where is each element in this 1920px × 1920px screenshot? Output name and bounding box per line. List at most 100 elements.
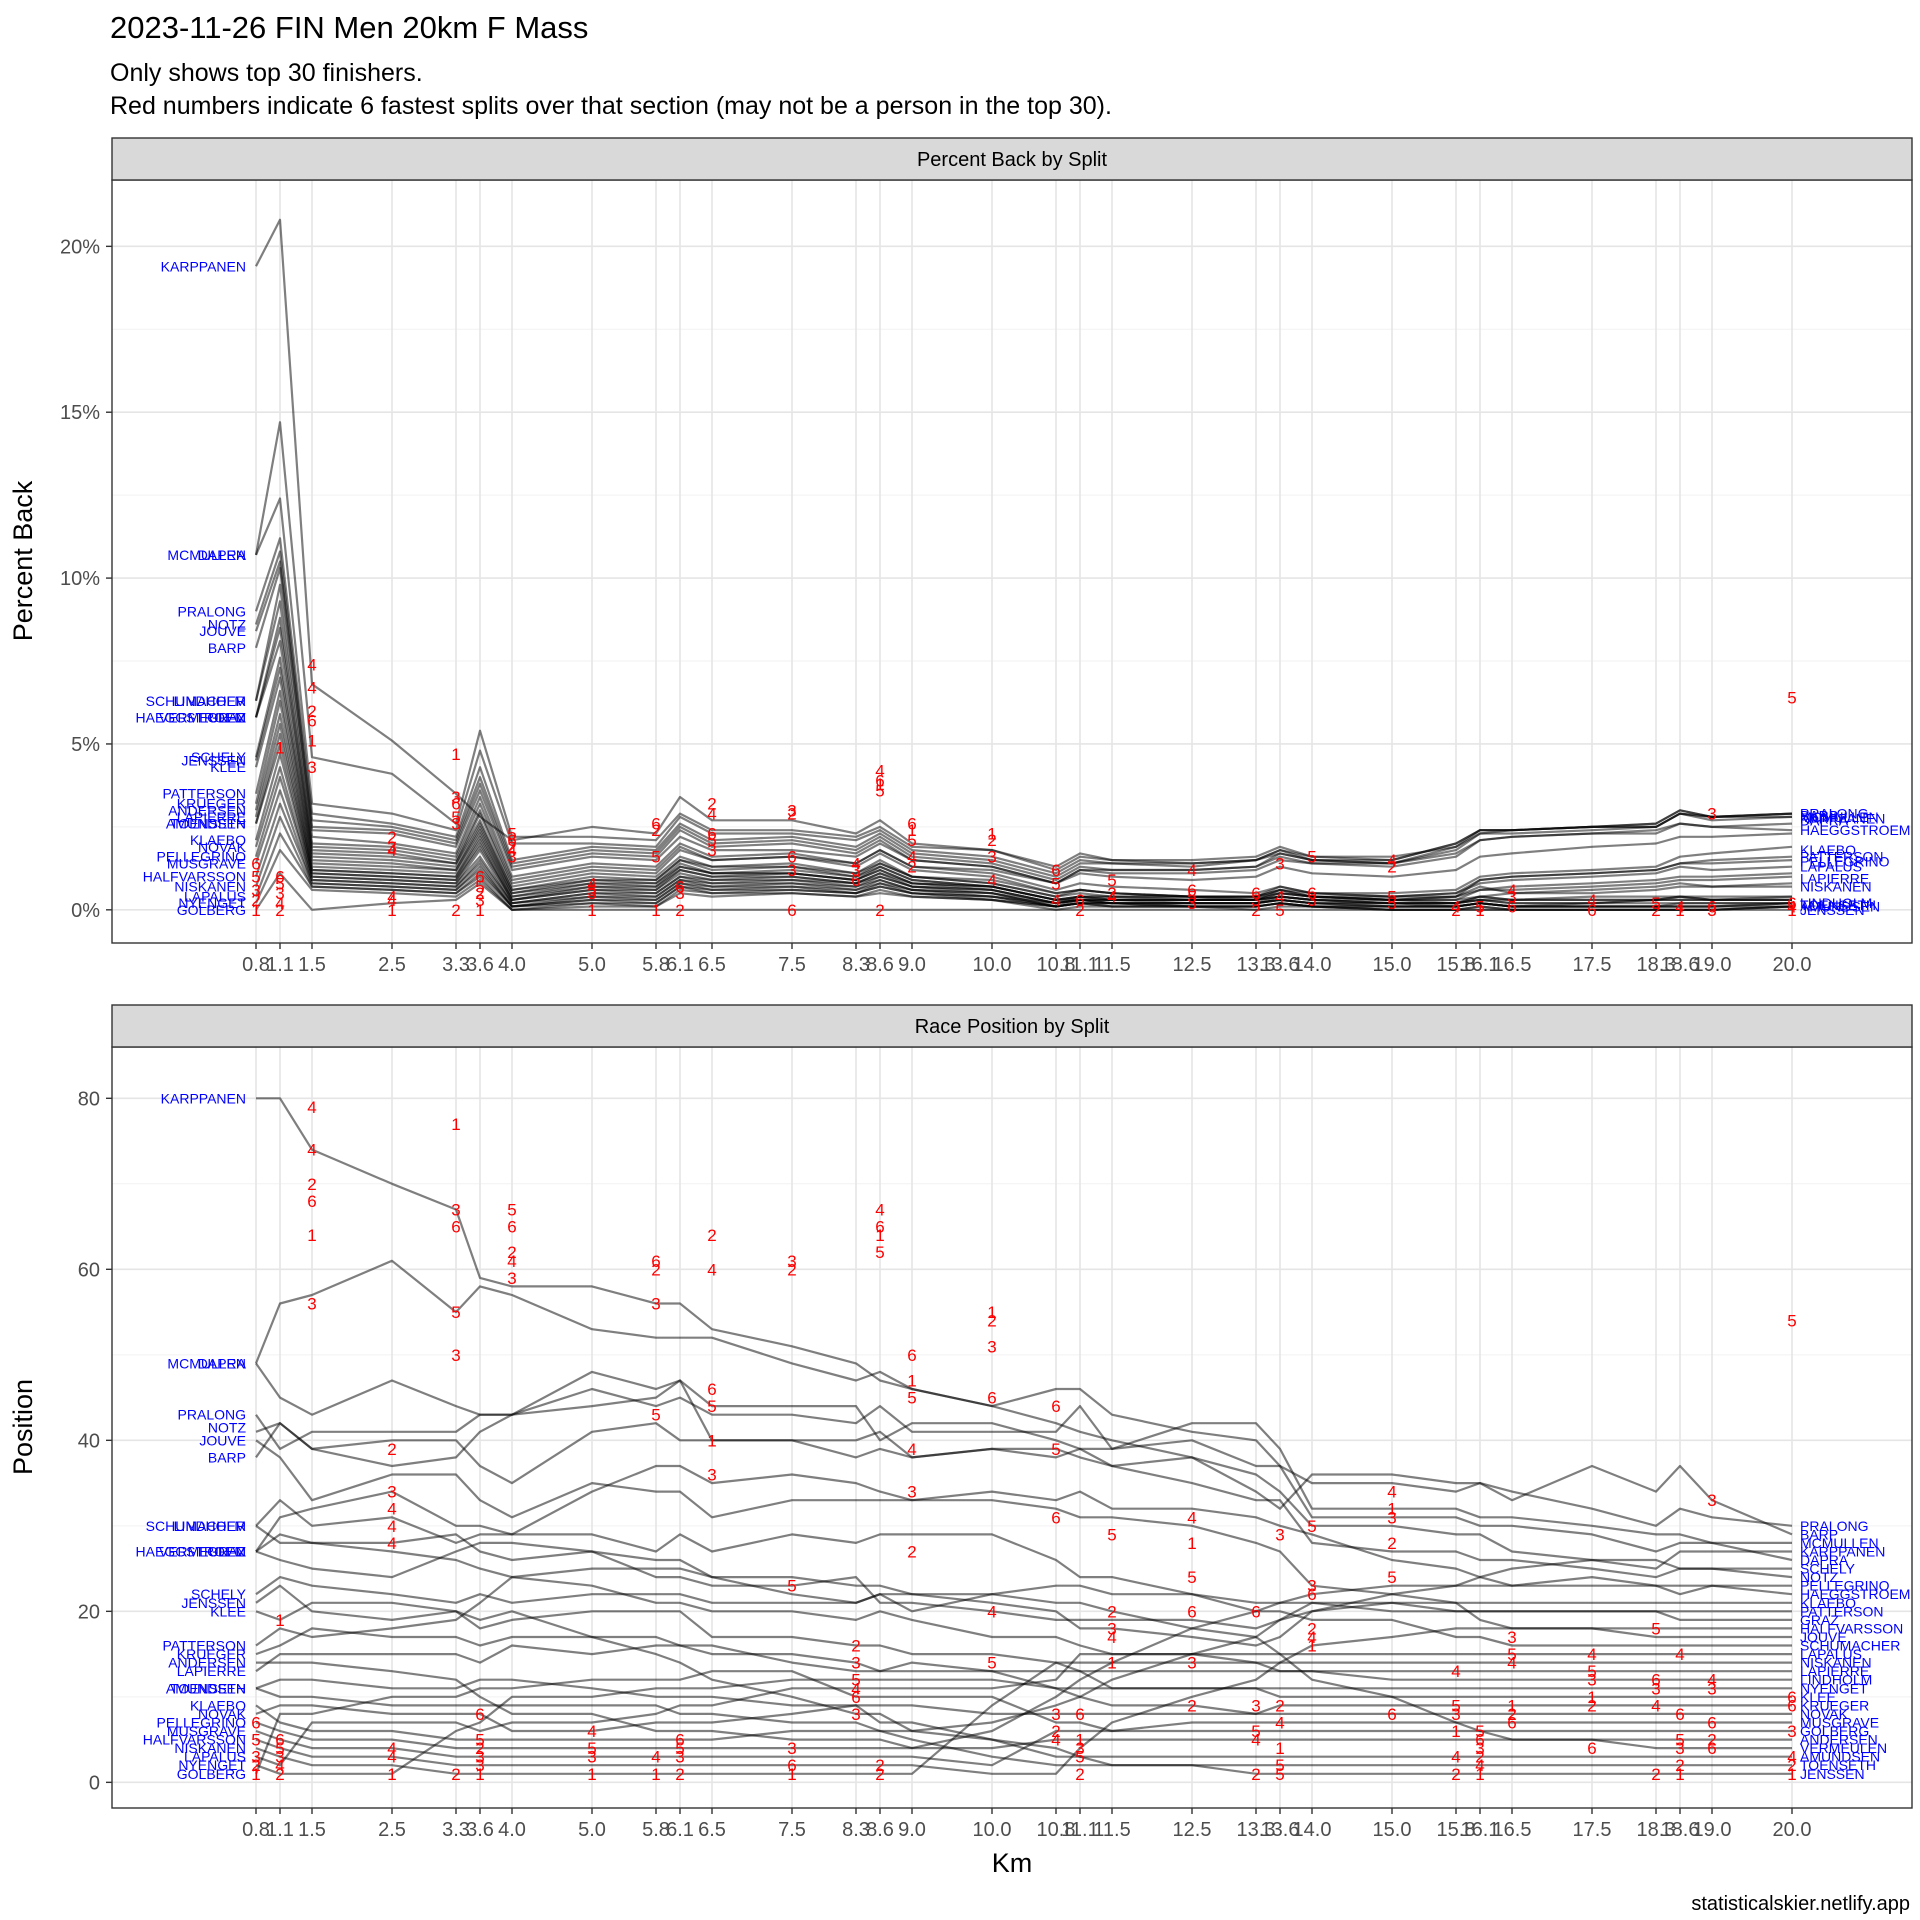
series-line-haeggstroem — [254, 616, 1793, 885]
rank-label: 6 — [1187, 1602, 1196, 1621]
rank-label: 1 — [1675, 901, 1684, 920]
series-line-nyenget — [254, 848, 1793, 911]
end-name-label: SCHELY — [1800, 1561, 1856, 1577]
rank-label: 4 — [1107, 1628, 1116, 1647]
rank-label: 6 — [707, 1380, 716, 1399]
rank-label: 5 — [1307, 1517, 1316, 1536]
rank-label: 4 — [1307, 1628, 1316, 1647]
rank-label: 6 — [787, 848, 796, 867]
x-tick-label: 14.0 — [1293, 1819, 1332, 1841]
rank-label: 3 — [587, 1748, 596, 1767]
start-name-label: JOUVE — [199, 623, 246, 639]
start-name-label: KARPPANEN — [161, 1090, 246, 1106]
rank-label: 2 — [675, 1765, 684, 1784]
rank-label: 1 — [907, 821, 916, 840]
rank-label: 3 — [587, 884, 596, 903]
rank-label: 3 — [1387, 1508, 1396, 1527]
rank-label: 3 — [1587, 1671, 1596, 1690]
series-line-klee — [255, 1601, 1792, 1698]
rank-label: 6 — [1387, 1705, 1396, 1724]
rank-label: 5 — [1387, 894, 1396, 913]
rank-label: 5 — [875, 1243, 884, 1262]
y-axis-title: Percent Back — [8, 480, 38, 641]
rank-label: 5 — [1275, 901, 1284, 920]
series-line-krueger — [254, 699, 1792, 905]
series-line-lapierre — [255, 1644, 1792, 1673]
rank-label: 5 — [651, 848, 660, 867]
end-name-label: BARP — [1800, 1526, 1838, 1542]
rank-label: 5 — [1651, 894, 1660, 913]
end-name-label: PATTERSON — [1800, 1603, 1884, 1619]
rank-label: 3 — [1707, 805, 1716, 824]
rank-label: 1 — [387, 1765, 396, 1784]
rank-label: 2 — [907, 1542, 916, 1561]
rank-label: 2 — [1675, 1756, 1684, 1775]
x-tick-label: 1.1 — [266, 954, 294, 976]
rank-label: 6 — [307, 1192, 316, 1211]
end-name-label: KLEE — [1800, 1689, 1836, 1705]
x-tick-label: 11.1 — [1061, 954, 1098, 976]
x-tick-label: 8.6 — [866, 1819, 894, 1841]
x-tick-label: 13.3 — [1237, 1819, 1276, 1841]
strip-background — [111, 1004, 1913, 1048]
rank-label: 2 — [875, 1756, 884, 1775]
rank-label: 5 — [1051, 1440, 1060, 1459]
rank-label: 5 — [1075, 1748, 1084, 1767]
rank-label: 2 — [1187, 1696, 1196, 1715]
x-tick-label: 4.0 — [498, 954, 526, 976]
rank-labels: 6532116534244261323444113653265231562434… — [251, 655, 1796, 919]
rank-label: 4 — [1451, 1748, 1460, 1767]
rank-label: 5 — [987, 1654, 996, 1673]
x-tick-label: 19.0 — [1693, 1819, 1732, 1841]
rank-label: 6 — [1707, 1739, 1716, 1758]
start-name-label: SCHUMACHER — [146, 1518, 246, 1534]
x-tick-label: 9.0 — [898, 954, 926, 976]
panel-2: 6532116534244261323444441136532652331562… — [8, 1004, 1913, 1878]
end-name-label: TOENSETH — [1800, 1757, 1876, 1773]
start-name-label: SCHELY — [191, 1586, 247, 1602]
x-tick-label: 11.1 — [1061, 1819, 1098, 1841]
x-tick-label: 13.6 — [1261, 954, 1300, 976]
end-name-label: GOLBERG — [1800, 1723, 1869, 1739]
x-tick-label: 14.0 — [1293, 954, 1332, 976]
rank-label: 1 — [1387, 1500, 1396, 1519]
rank-label: 3 — [675, 884, 684, 903]
rank-label: 1 — [475, 901, 484, 920]
rank-label: 4 — [1451, 1662, 1460, 1681]
rank-label: 5 — [1275, 1765, 1284, 1784]
start-name-label: GOLBERG — [177, 902, 246, 918]
start-name-label: BARP — [208, 640, 246, 656]
rank-label: 3 — [1707, 901, 1716, 920]
rank-label: 4 — [387, 891, 396, 910]
rank-label: 4 — [307, 1098, 316, 1117]
rank-label: 1 — [1787, 901, 1796, 920]
rank-label: 6 — [1707, 898, 1716, 917]
rank-label: 6 — [987, 1389, 996, 1408]
x-tick-label: 3.3 — [442, 1819, 470, 1841]
series-lines — [254, 218, 1793, 911]
rank-label: 4 — [1387, 851, 1396, 870]
rank-label: 1 — [387, 901, 396, 920]
rank-label: 5 — [1107, 871, 1116, 890]
rank-label: 6 — [451, 1218, 460, 1237]
rank-label: 5 — [707, 1397, 716, 1416]
rank-label: 3 — [675, 1748, 684, 1767]
series-line-musgrave — [255, 1721, 1792, 1767]
x-tick-label: 9.0 — [898, 1819, 926, 1841]
rank-label: 6 — [1707, 1713, 1716, 1732]
x-tick-label: 1.1 — [266, 1819, 294, 1841]
y-tick-label: 60 — [78, 1259, 100, 1281]
x-tick-label: 3.6 — [466, 954, 494, 976]
rank-label: 2 — [987, 831, 996, 850]
rank-label: 6 — [507, 1218, 516, 1237]
series-line-andersen — [256, 1661, 1792, 1750]
rank-label: 6 — [851, 871, 860, 890]
rank-label: 3 — [451, 1346, 460, 1365]
series-line-haeggstroem — [255, 1464, 1793, 1596]
rank-label: 4 — [507, 841, 516, 860]
rank-label: 1 — [1075, 1731, 1084, 1750]
x-tick-label: 5.0 — [578, 1819, 606, 1841]
rank-label: 4 — [1051, 1731, 1060, 1750]
